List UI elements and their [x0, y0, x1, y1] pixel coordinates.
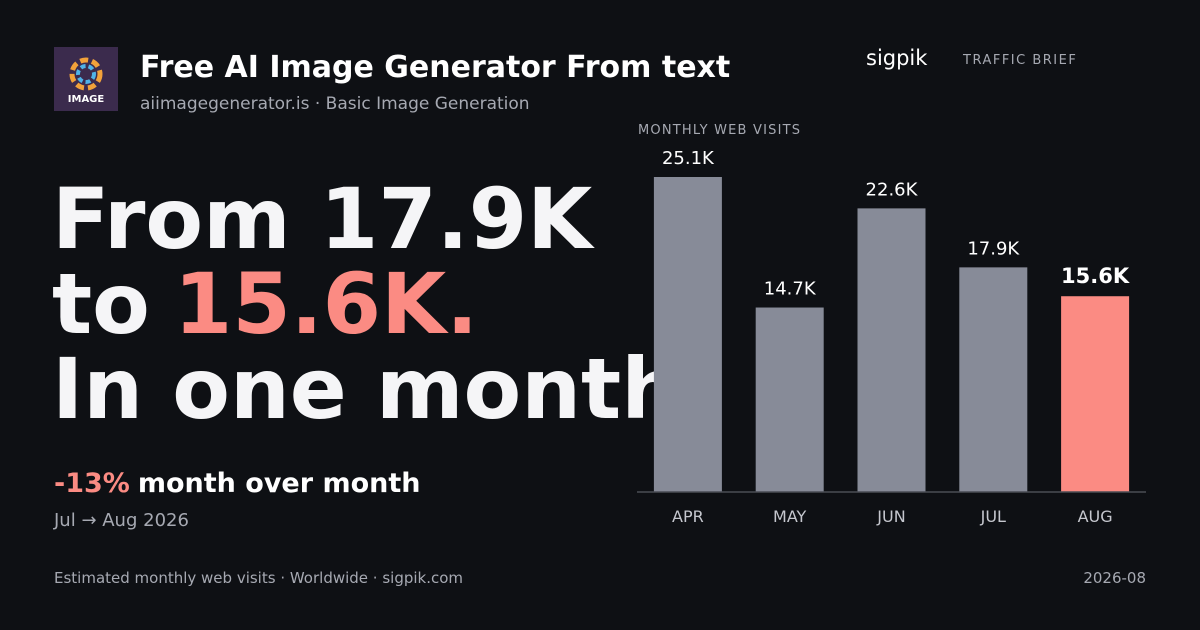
chart-title: MONTHLY WEB VISITS: [638, 123, 801, 138]
bar: [857, 208, 926, 492]
footer-date: 2026-08: [1083, 569, 1146, 587]
brand-tag: TRAFFIC BRIEF: [962, 53, 1077, 68]
headline-text: to: [52, 255, 150, 353]
x-tick-label: JUN: [876, 507, 905, 526]
x-tick-label: APR: [672, 507, 704, 526]
bar: [653, 177, 722, 492]
logo-text: IMAGE: [68, 94, 105, 105]
x-tick-label: MAY: [773, 507, 807, 526]
brand: sigpik: [866, 46, 928, 70]
value-label: 14.7K: [764, 279, 817, 300]
bar: [959, 267, 1028, 492]
app-title: Free AI Image Generator From text: [140, 50, 730, 85]
headline-highlight: 15.6K.: [174, 255, 478, 353]
headline-line: In one month.: [52, 340, 713, 438]
headline-line: From 17.9K: [52, 170, 595, 268]
value-label: 15.6K: [1061, 264, 1130, 288]
headline-line: to 15.6K.: [52, 255, 478, 353]
x-tick-label: JUL: [980, 507, 1006, 526]
value-label: 17.9K: [967, 238, 1020, 259]
x-tick-label: AUG: [1078, 507, 1113, 526]
bar-chart: 25.1K APR 14.7K MAY 22.6K JUN 17.9K JUL 15.6K AUG: [637, 148, 1146, 526]
value-label: 25.1K: [662, 148, 715, 169]
logo: IMAGE: [54, 47, 118, 111]
bar: [755, 307, 824, 492]
app-subtitle: aiimagegenerator.is · Basic Image Genera…: [140, 94, 530, 114]
footer-note: Estimated monthly web visits · Worldwide…: [54, 569, 463, 587]
change-period: Jul → Aug 2026: [53, 510, 189, 531]
change-line: -13% month over month: [54, 468, 421, 499]
bar: [1061, 296, 1130, 492]
value-label: 22.6K: [866, 179, 919, 200]
change-label: month over month: [138, 468, 421, 499]
change-percent: -13%: [54, 468, 130, 499]
